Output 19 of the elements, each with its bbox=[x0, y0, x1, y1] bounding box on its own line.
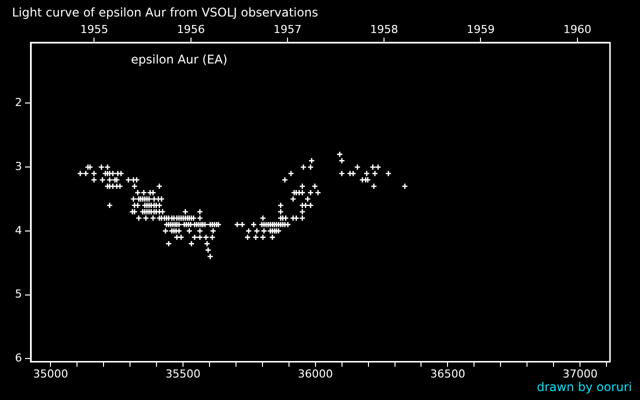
x2-tick-label: 1960 bbox=[563, 22, 592, 36]
x-tick-label: 35500 bbox=[165, 367, 200, 380]
x2-tick-label: 1957 bbox=[273, 22, 302, 36]
x-tick-label: 36000 bbox=[298, 367, 333, 380]
y-tick-label: 5 bbox=[15, 288, 22, 301]
x2-tick-label: 1955 bbox=[80, 22, 108, 36]
x2-tick-label: 1956 bbox=[176, 22, 205, 36]
x2-tick-label: 1958 bbox=[370, 22, 398, 36]
x-tick-label: 36500 bbox=[430, 367, 466, 380]
y-tick-label: 6 bbox=[15, 351, 22, 364]
y-tick-label: 2 bbox=[15, 96, 22, 110]
x-tick-label: 35000 bbox=[33, 367, 68, 380]
x2-tick-label: 1959 bbox=[466, 22, 495, 36]
y-tick-label: 4 bbox=[15, 224, 22, 237]
annotation: epsilon Aur (EA) bbox=[131, 52, 228, 67]
y-tick-label: 3 bbox=[15, 160, 22, 173]
x-tick-label: 37000 bbox=[562, 367, 598, 380]
text: drawn by ooruri bbox=[536, 380, 632, 394]
chart-title: Light curve of epsilon Aur from VSOLJ observations bbox=[12, 5, 318, 20]
